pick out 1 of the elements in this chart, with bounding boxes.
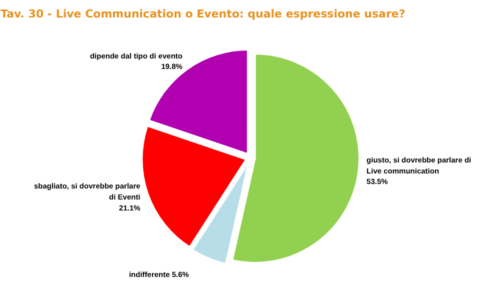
chart-title: Tav. 30 - Live Communication o Evento: quale espressione usare?	[0, 8, 406, 20]
